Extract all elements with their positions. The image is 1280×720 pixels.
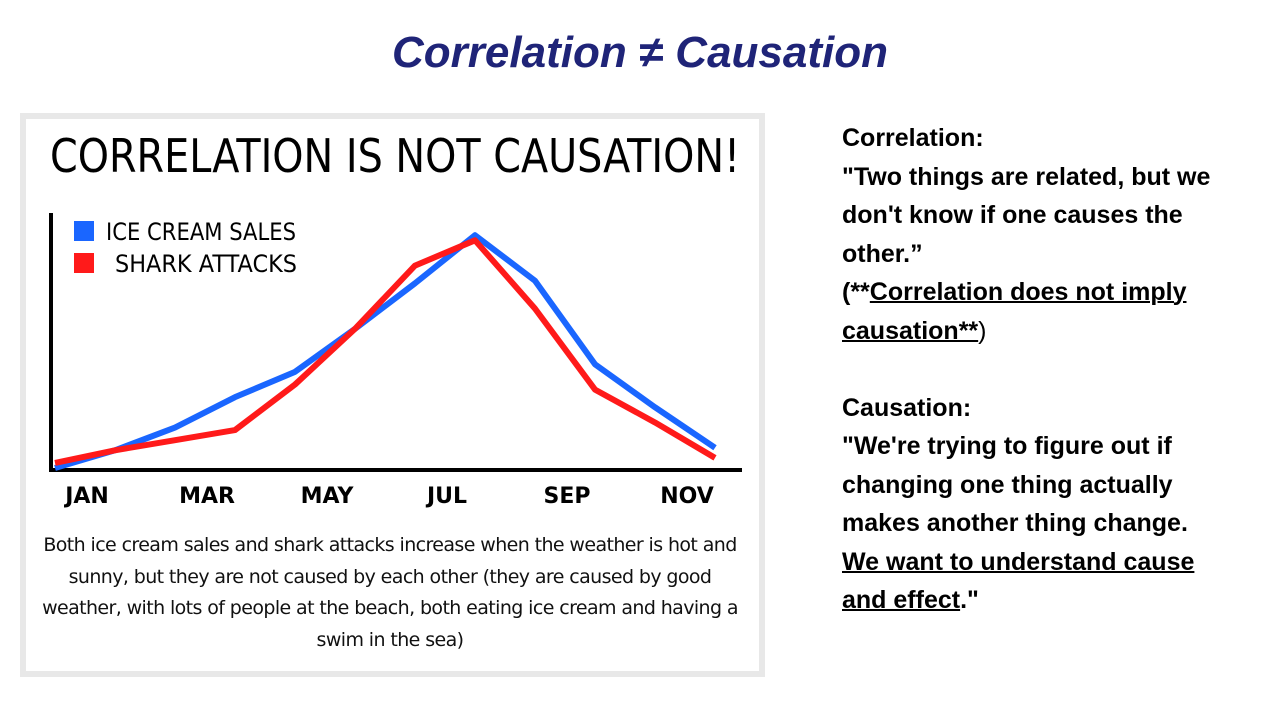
causation-definition: Causation: "We're trying to figure out i… [842, 389, 1212, 620]
quote: "We're trying to figure out if changing … [842, 432, 1188, 537]
x-tick-label: JUL [425, 484, 467, 509]
x-tick-label: JAN [63, 484, 109, 509]
correlation-definition: Correlation: "Two things are related, but… [842, 119, 1212, 350]
note-underlined: We want to understand cause and effect [842, 547, 1195, 615]
x-tick-label: MAR [179, 484, 235, 509]
legend-label: SHARK ATTACKS [115, 250, 297, 278]
line-series [54, 237, 717, 466]
x-tick-label: NOV [660, 484, 714, 509]
note-close: ." [960, 586, 979, 614]
line-series [54, 232, 717, 471]
note-close: ) [978, 316, 987, 345]
x-tick-label: SEP [544, 484, 591, 509]
label: Correlation: [842, 124, 984, 152]
chart-caption: Both ice cream sales and shark attacks i… [42, 534, 738, 651]
legend-label: ICE CREAM SALES [106, 218, 296, 246]
x-tick-label: MAY [301, 484, 355, 509]
legend-swatch [74, 221, 94, 241]
label: Causation: [842, 393, 972, 422]
note-underlined: Correlation does not imply causation** [842, 278, 1187, 345]
definitions: Correlation: "Two things are related, but… [842, 119, 1212, 658]
note-open: (** [842, 278, 870, 306]
quote: "Two things are related, but we don't kn… [842, 162, 1211, 268]
chart-title: CORRELATION IS NOT CAUSATION! [50, 129, 740, 183]
slide-title: Correlation ≠ Causation [392, 28, 888, 77]
legend-swatch [74, 253, 94, 273]
